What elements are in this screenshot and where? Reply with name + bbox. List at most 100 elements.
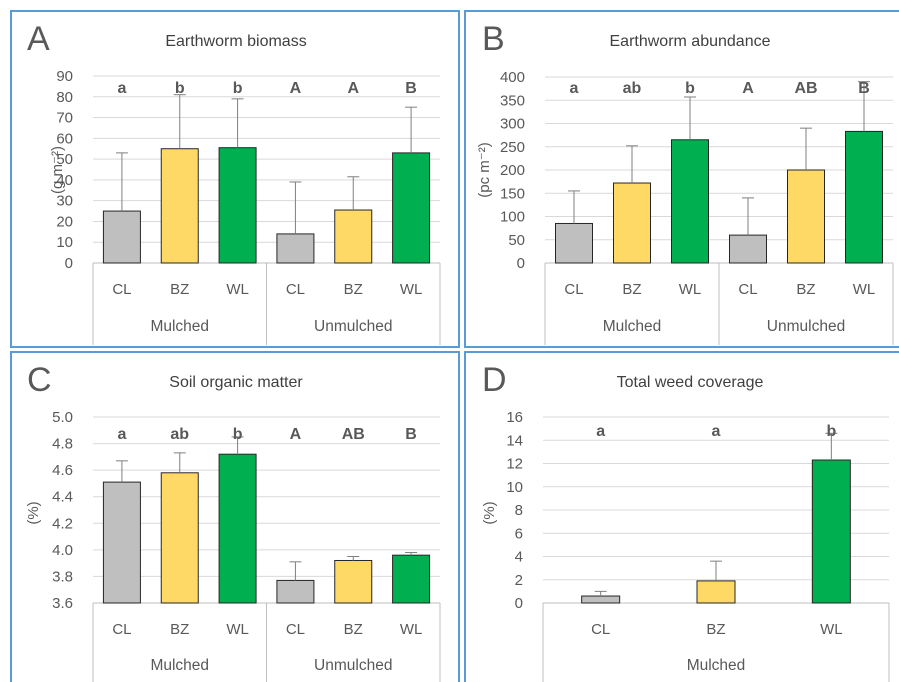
panel-b: B Earthworm abundance 0 50 100 150 200 250 300 35… xyxy=(464,10,899,348)
category-label: CL xyxy=(286,281,305,298)
bar-bz xyxy=(334,559,373,604)
group-label: Mulched xyxy=(150,318,209,335)
significance-label: a xyxy=(596,423,605,440)
significance-label: a xyxy=(570,80,579,97)
significance-label: b xyxy=(175,80,185,97)
y-tick-label: 4.8 xyxy=(52,436,73,453)
y-tick-label: 4.6 xyxy=(52,462,73,479)
panel-d: D Total weed coverage 0 2 4 6 8 10 12 14 16 (%) a CL a… xyxy=(464,351,899,682)
significance-label: A xyxy=(290,80,302,97)
y-tick-label: 80 xyxy=(56,89,73,106)
group-label: Mulched xyxy=(687,657,746,674)
bar-bz xyxy=(613,182,651,264)
y-tick-label: 10 xyxy=(56,234,73,251)
category-label: CL xyxy=(738,281,757,298)
significance-label: A xyxy=(290,426,302,443)
y-tick-label: 4.4 xyxy=(52,489,73,506)
significance-label: b xyxy=(233,80,243,97)
bar-bz xyxy=(334,209,373,264)
panel-a: A Earthworm biomass 0 10 20 30 40 50 60 70 80 90 (g … xyxy=(10,10,460,348)
bar-bz xyxy=(160,148,199,264)
panel-letter: A xyxy=(27,20,50,58)
y-tick-label: 400 xyxy=(500,69,525,86)
category-label: WL xyxy=(820,621,843,638)
y-tick-label: 300 xyxy=(500,116,525,133)
category-label: WL xyxy=(679,281,702,298)
bar-wl xyxy=(218,453,257,604)
y-tick-label: 200 xyxy=(500,162,525,179)
significance-label: AB xyxy=(342,426,365,443)
category-label: CL xyxy=(112,281,131,298)
category-label: BZ xyxy=(170,621,189,638)
y-tick-label: 50 xyxy=(56,151,73,168)
significance-label: A xyxy=(742,80,754,97)
category-label: WL xyxy=(853,281,876,298)
y-tick-label: 0 xyxy=(515,595,523,612)
y-tick-label: 12 xyxy=(506,456,523,473)
category-label: WL xyxy=(226,281,249,298)
panel-letter: C xyxy=(27,361,52,399)
significance-label: B xyxy=(405,80,417,97)
significance-label: b xyxy=(233,426,243,443)
significance-label: b xyxy=(826,423,836,440)
y-axis-label: (%) xyxy=(481,501,498,524)
y-tick-label: 4 xyxy=(515,549,523,566)
y-tick-label: 14 xyxy=(506,432,523,449)
significance-label: b xyxy=(685,80,695,97)
y-tick-label: 3.6 xyxy=(52,595,73,612)
group-label: Unmulched xyxy=(314,657,392,674)
bar-wl xyxy=(811,459,851,604)
y-axis-label: (g m⁻²) xyxy=(49,146,66,194)
significance-label: a xyxy=(117,426,126,443)
bar-cl xyxy=(729,234,767,264)
category-label: CL xyxy=(591,621,610,638)
bar-wl xyxy=(392,152,431,264)
y-tick-label: 20 xyxy=(56,213,73,230)
category-label: BZ xyxy=(344,621,363,638)
group-label: Mulched xyxy=(150,657,209,674)
y-tick-label: 30 xyxy=(56,193,73,210)
y-tick-label: 60 xyxy=(56,130,73,147)
category-label: CL xyxy=(286,621,305,638)
y-tick-label: 0 xyxy=(517,255,525,272)
group-label: Unmulched xyxy=(314,318,392,335)
y-tick-label: 4.0 xyxy=(52,542,73,559)
bar-wl xyxy=(392,554,431,604)
category-label: BZ xyxy=(706,621,725,638)
category-label: WL xyxy=(400,621,423,638)
bar-cl xyxy=(102,481,141,604)
significance-label: AB xyxy=(794,80,817,97)
bar-wl xyxy=(671,139,709,264)
y-tick-label: 90 xyxy=(56,68,73,85)
y-axis-label: (%) xyxy=(25,501,42,524)
bar-cl xyxy=(276,233,315,264)
y-tick-label: 40 xyxy=(56,172,73,189)
chart-title: Earthworm biomass xyxy=(165,33,306,50)
category-label: CL xyxy=(112,621,131,638)
bar-cl xyxy=(102,210,141,264)
y-tick-label: 2 xyxy=(515,572,523,589)
panel-letter: D xyxy=(482,361,507,399)
category-label: BZ xyxy=(344,281,363,298)
significance-label: a xyxy=(117,80,126,97)
category-label: BZ xyxy=(170,281,189,298)
bar-bz xyxy=(160,472,199,604)
y-tick-label: 70 xyxy=(56,110,73,127)
significance-label: ab xyxy=(170,426,189,443)
chart-title: Earthworm abundance xyxy=(610,33,771,50)
significance-label: ab xyxy=(623,80,642,97)
y-tick-label: 8 xyxy=(515,502,523,519)
bar-wl xyxy=(218,147,257,264)
y-tick-label: 350 xyxy=(500,92,525,109)
y-tick-label: 50 xyxy=(508,232,525,249)
y-tick-label: 16 xyxy=(506,409,523,426)
bar-cl xyxy=(276,579,315,604)
bar-cl xyxy=(581,595,621,604)
bar-wl xyxy=(845,130,883,264)
y-tick-label: 100 xyxy=(500,209,525,226)
y-axis-label: (pc m⁻²) xyxy=(476,142,493,197)
group-label: Unmulched xyxy=(767,318,845,335)
y-tick-label: 10 xyxy=(506,479,523,496)
bar-bz xyxy=(787,169,825,264)
significance-label: B xyxy=(405,426,417,443)
